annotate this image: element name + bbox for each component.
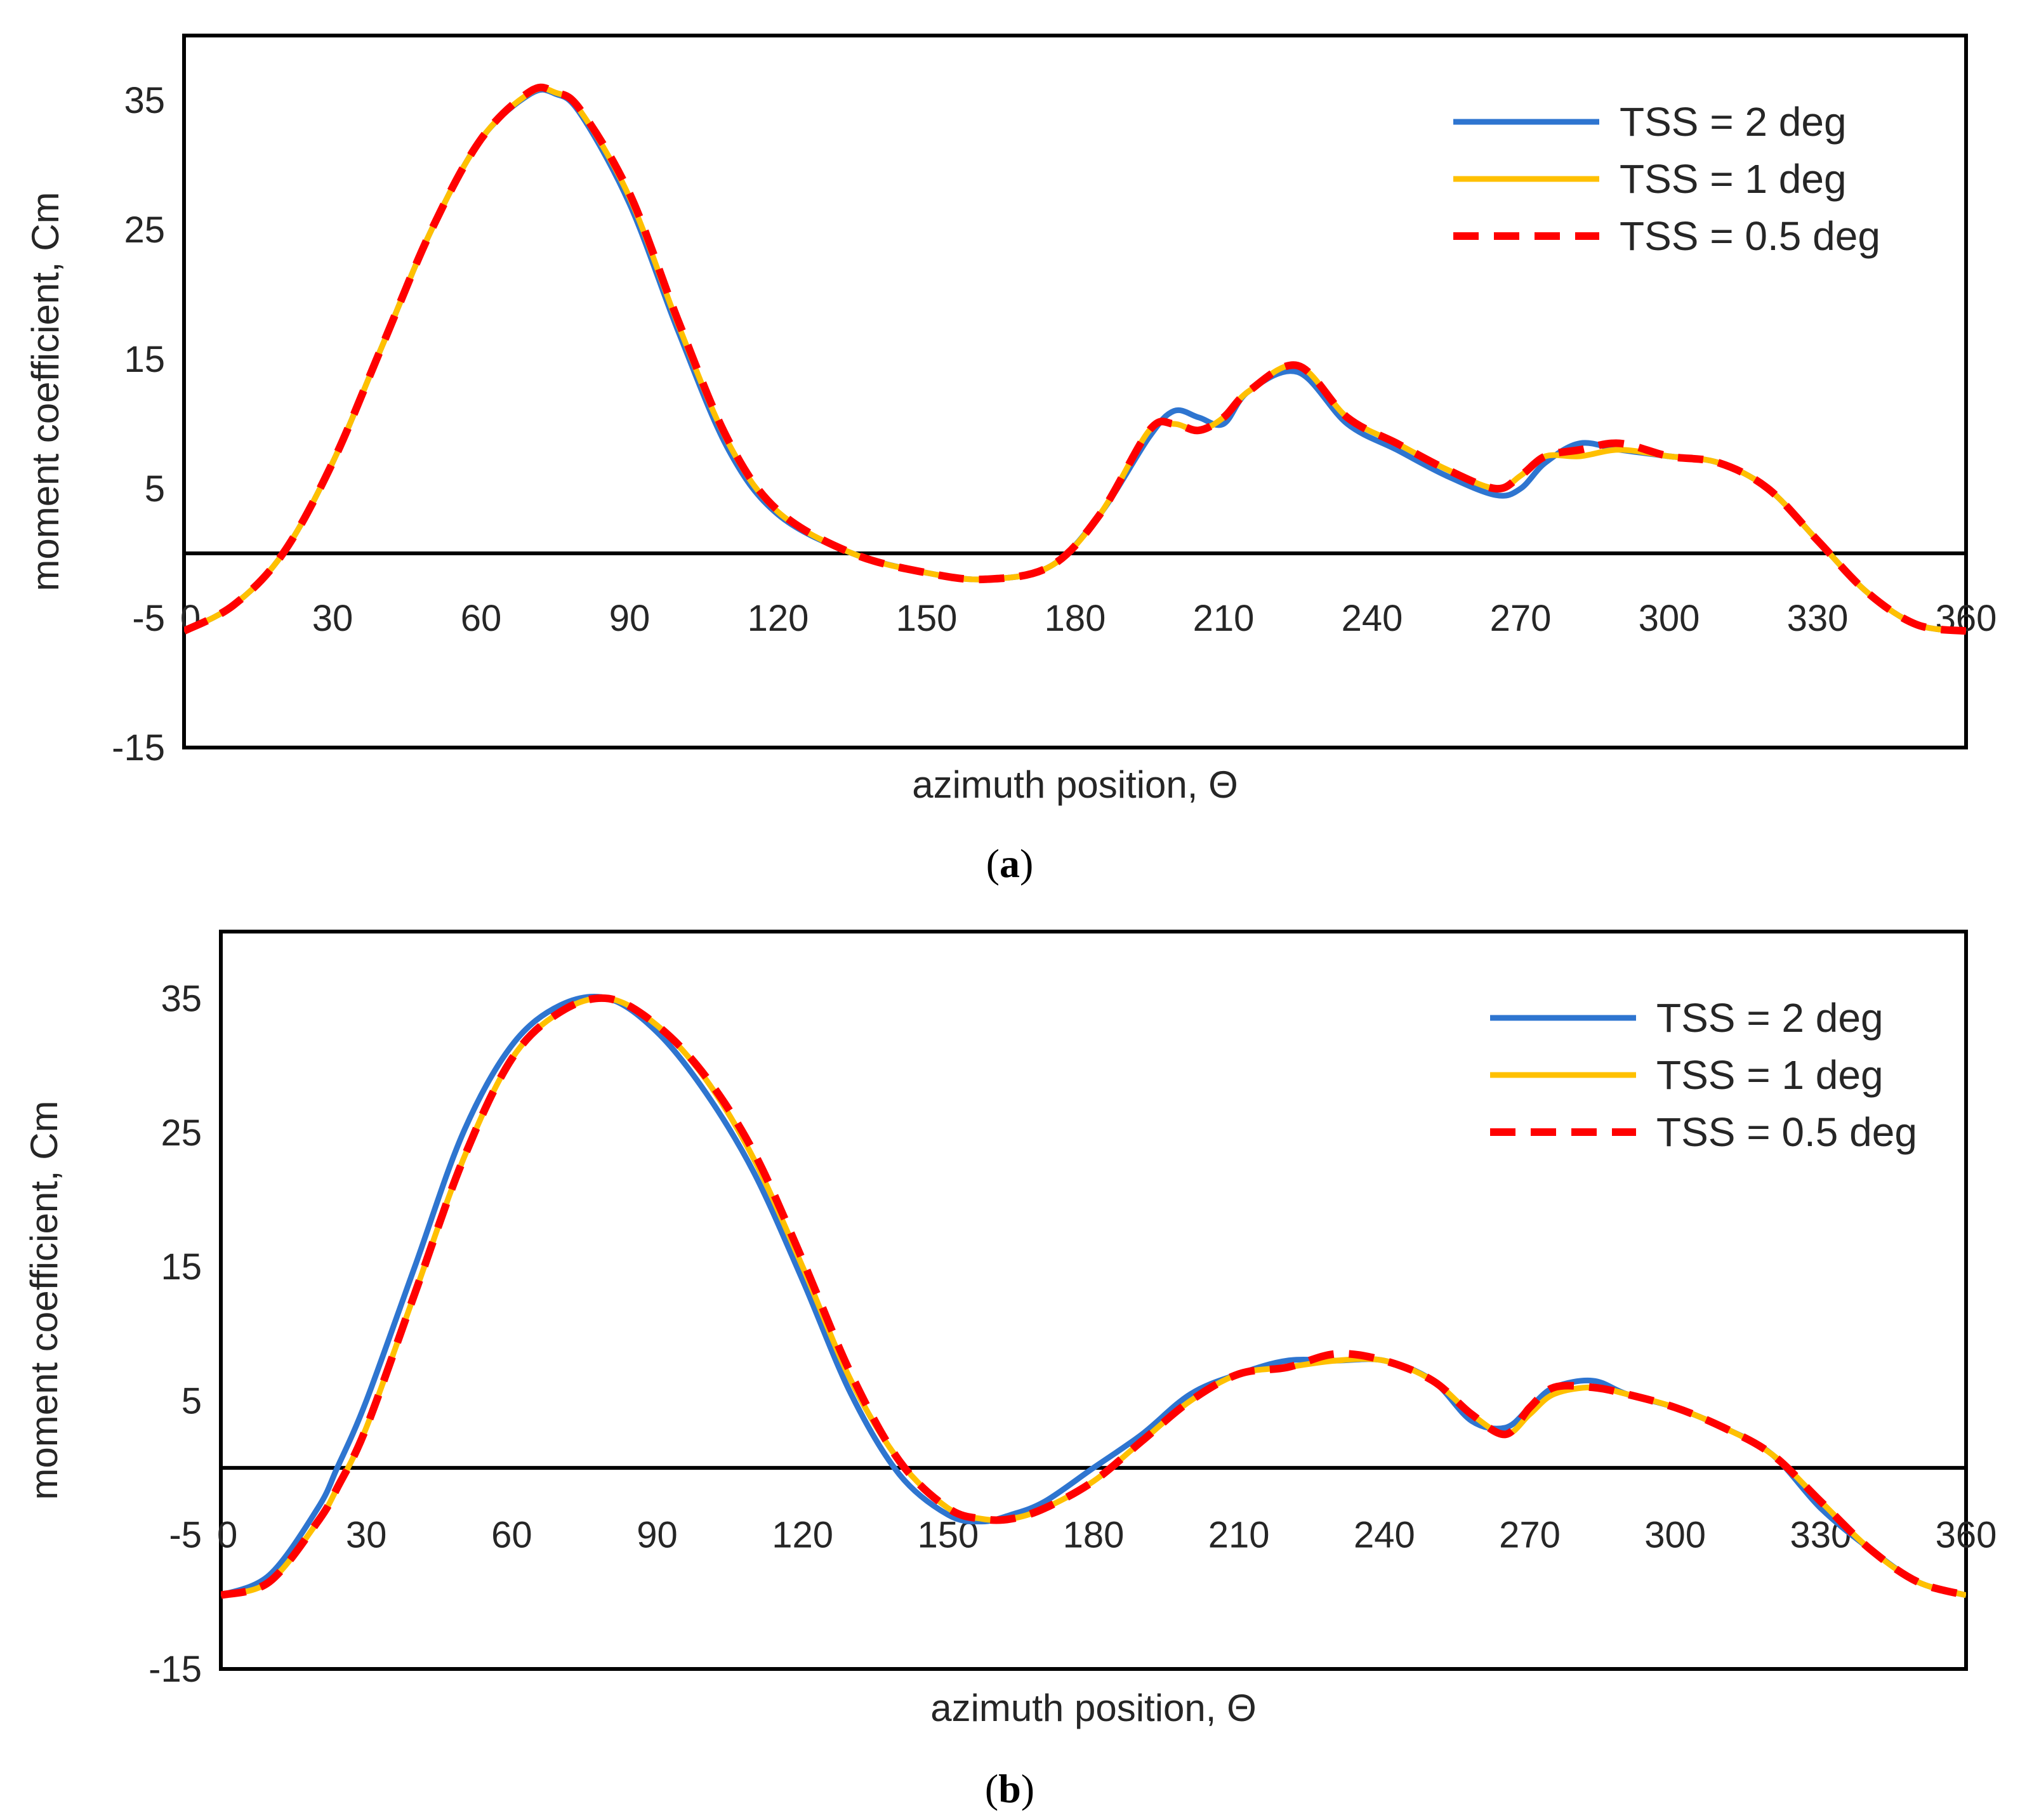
x-tick-label: 210	[1208, 1515, 1270, 1556]
x-tick-label: 270	[1499, 1515, 1561, 1556]
x-axis-title: azimuth position, Θ	[912, 763, 1238, 806]
x-tick-label: 180	[1045, 598, 1106, 639]
panel-caption: (b)	[985, 1766, 1034, 1811]
x-tick-label: 180	[1063, 1515, 1125, 1556]
legend: TSS = 2 deg TSS = 1 deg TSS = 0.5 deg	[1490, 995, 1917, 1155]
x-tick-label: 60	[461, 598, 502, 639]
y-tick-label: -5	[132, 598, 165, 639]
x-tick-label: 270	[1490, 598, 1552, 639]
x-tick-label: 150	[896, 598, 958, 639]
x-tick-label: 30	[346, 1515, 387, 1556]
x-tick-label: 210	[1193, 598, 1255, 639]
y-tick-label: 15	[161, 1246, 202, 1288]
y-tick-label: 5	[182, 1380, 202, 1421]
legend-label: TSS = 1 deg	[1656, 1052, 1884, 1098]
x-tick-label: 240	[1354, 1515, 1415, 1556]
y-tick-label: 25	[161, 1112, 202, 1154]
legend-label: TSS = 0.5 deg	[1620, 213, 1880, 259]
y-tick-label: -15	[112, 727, 165, 768]
y-tick-label: -5	[169, 1515, 202, 1556]
x-tick-label: 60	[491, 1515, 532, 1556]
y-tick-label: 15	[124, 339, 165, 380]
x-axis-title: azimuth position, Θ	[930, 1687, 1257, 1729]
y-tick-label: 25	[124, 209, 165, 251]
panel-caption-letter: b	[998, 1766, 1021, 1811]
x-tick-label: 0	[180, 598, 201, 639]
plot-area-border	[219, 930, 1968, 1671]
legend-label: TSS = 2 deg	[1656, 995, 1884, 1041]
y-axis-title: moment coefficient, Cm	[24, 192, 67, 591]
legend-label: TSS = 0.5 deg	[1656, 1109, 1917, 1155]
y-tick-label: 35	[161, 979, 202, 1020]
x-tick-label: 120	[748, 598, 809, 639]
series-line-tss_05	[221, 994, 1966, 1599]
x-tick-label: 360	[1936, 1515, 1997, 1556]
y-tick-label: 35	[124, 80, 165, 121]
x-tick-label: 90	[609, 598, 650, 639]
legend-label: TSS = 1 deg	[1620, 156, 1847, 202]
x-tick-label: 330	[1787, 598, 1849, 639]
legend: TSS = 2 deg TSS = 1 deg TSS = 0.5 deg	[1453, 99, 1880, 259]
series-lines	[184, 83, 1966, 635]
x-tick-label: 0	[217, 1515, 237, 1556]
x-tick-label: 240	[1342, 598, 1403, 639]
chart-panel-a: 35 25 15 5 -5 -15 0 30 60 90 120 150 180 210 240 270 300…	[24, 34, 1997, 886]
x-tick-label: 300	[1639, 598, 1700, 639]
y-axis-title: moment coefficient, Cm	[23, 1100, 65, 1500]
plot-area-border	[182, 34, 1968, 749]
panel-caption-letter: a	[1000, 841, 1020, 886]
x-tick-label: 90	[637, 1515, 678, 1556]
series-lines	[221, 994, 1966, 1599]
y-tick-label: 5	[145, 468, 165, 510]
series-line-tss_05	[184, 83, 1966, 635]
panel-caption: (a)	[986, 841, 1034, 886]
x-tick-label: 30	[312, 598, 353, 639]
x-tick-label: 120	[772, 1515, 833, 1556]
y-tick-label: -15	[149, 1649, 202, 1690]
x-tick-label: 300	[1644, 1515, 1706, 1556]
legend-label: TSS = 2 deg	[1620, 99, 1847, 145]
